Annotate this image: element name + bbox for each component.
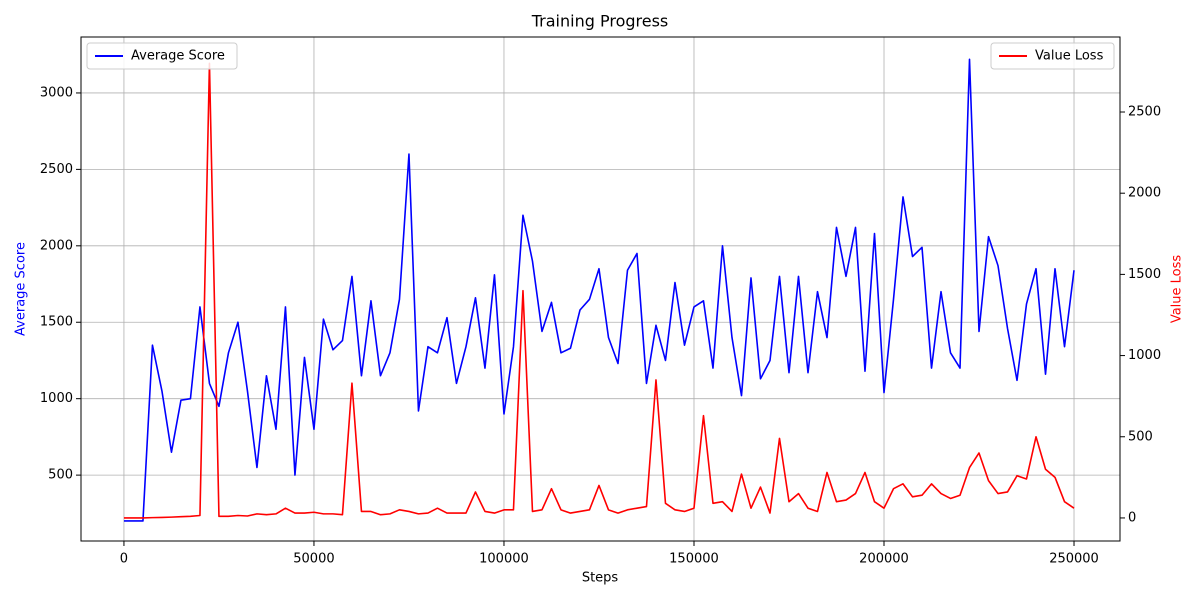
y2-tick-label: 500 [1128, 429, 1153, 444]
legend-box [86, 42, 238, 70]
y2-axis-label: Value Loss [1170, 255, 1185, 324]
y2-tick-label: 0 [1128, 510, 1136, 525]
y-tick-label: 3000 [40, 85, 73, 100]
y-tick-label: 1000 [40, 391, 73, 406]
y-tick-label: 2000 [40, 238, 73, 253]
x-tick-label: 250000 [1049, 552, 1099, 567]
y-tick-label: 500 [48, 468, 73, 483]
plot-frame [80, 36, 1121, 542]
y-tick-label: 1500 [40, 315, 73, 330]
x-axis-label: Steps [582, 571, 619, 586]
y2-tick-label: 1500 [1128, 267, 1161, 282]
y2-tick-label: 1000 [1128, 348, 1161, 363]
data-line [123, 62, 1075, 519]
y-axis-label: Average Score [14, 242, 29, 336]
y2-tick-label: 2000 [1128, 186, 1161, 201]
data-line [123, 58, 1075, 522]
x-tick-label: 0 [120, 552, 128, 567]
y2-tick-label: 2500 [1128, 105, 1161, 120]
legend-box [990, 42, 1115, 70]
x-tick-label: 150000 [669, 552, 719, 567]
y-tick-label: 2500 [40, 162, 73, 177]
legend-label: Average Score [131, 49, 225, 64]
x-tick-label: 200000 [859, 552, 909, 567]
legend-label: Value Loss [1035, 49, 1104, 64]
x-tick-label: 50000 [293, 552, 334, 567]
x-tick-label: 100000 [479, 552, 529, 567]
chart-title: Training Progress [531, 12, 669, 31]
